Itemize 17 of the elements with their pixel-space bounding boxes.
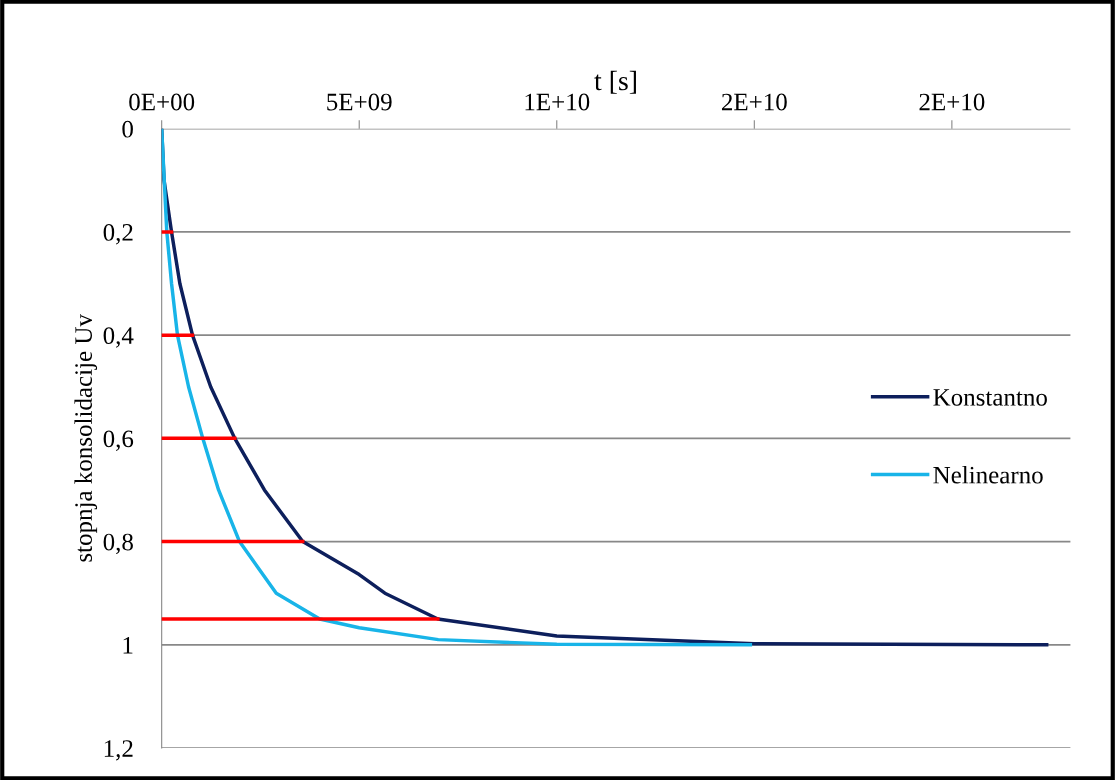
- x-tick-label: 2E+10: [919, 93, 985, 111]
- y-axis-title: stopnja konsolidacije Uv: [74, 314, 98, 562]
- x-tick-label: 1E+10: [525, 93, 590, 111]
- y-tick-label: 0,8: [103, 533, 133, 555]
- y-tick-label: 1: [123, 636, 133, 654]
- y-tick-label: 0,2: [103, 223, 133, 245]
- x-tick-label: 0E+00: [129, 93, 195, 111]
- legend-label: Nelinearno: [933, 466, 1043, 484]
- y-tick-label: 1,2: [104, 740, 133, 761]
- x-axis-title: t [s]: [594, 70, 636, 94]
- line-series: [161, 128, 753, 647]
- x-tick-label: 5E+09: [327, 93, 392, 111]
- x-tick-label: 2E+10: [721, 93, 787, 111]
- y-tick-label: 0: [122, 120, 133, 138]
- y-tick-label: 0,4: [103, 327, 134, 348]
- legend-label: Konstantno: [933, 389, 1047, 406]
- y-tick-label: 0,6: [103, 430, 134, 451]
